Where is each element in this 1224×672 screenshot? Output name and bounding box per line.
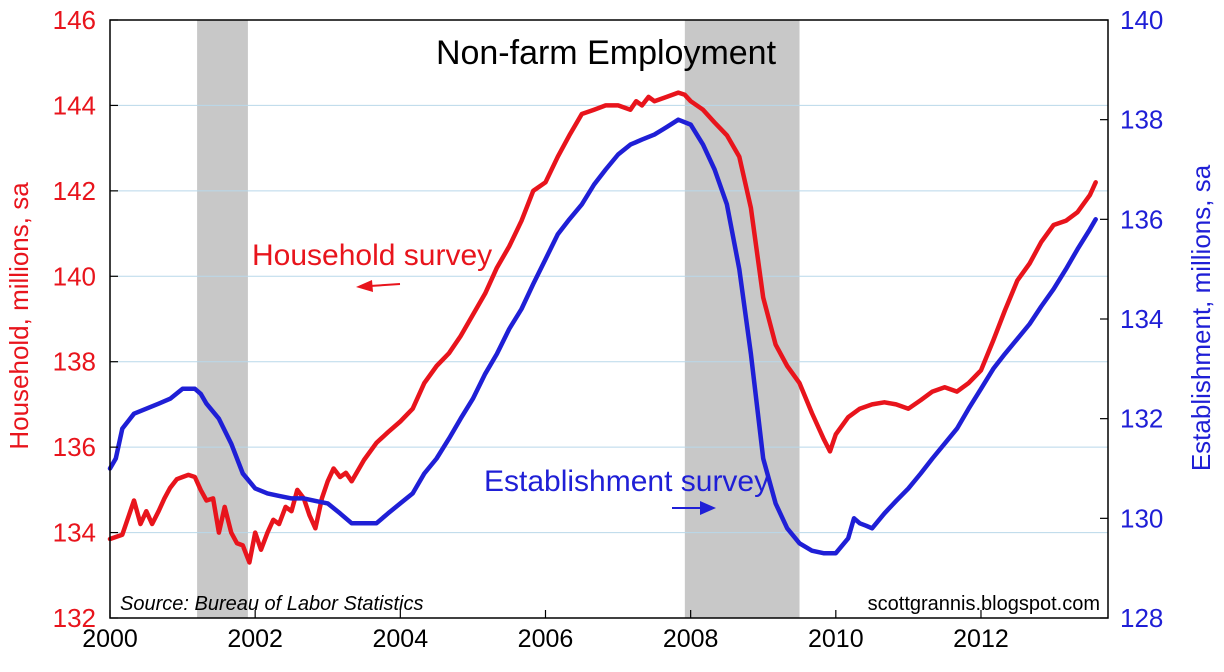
left-axis-label: Household, millions, sa	[4, 182, 34, 450]
x-tick-label: 2010	[808, 625, 864, 653]
left-tick-label: 138	[53, 347, 96, 377]
x-tick-label: 2000	[82, 625, 138, 653]
x-tick-label: 2006	[518, 625, 574, 653]
right-axis-label: Establishment, millions, sa	[1186, 164, 1216, 471]
credit-note: scottgrannis.blogspot.com	[868, 593, 1100, 615]
x-tick-label: 2002	[227, 625, 283, 653]
source-note: Source: Bureau of Labor Statistics	[120, 593, 424, 615]
establishment-annotation: Establishment survey	[484, 465, 769, 498]
left-tick-label: 142	[53, 176, 96, 206]
left-tick-label: 132	[53, 603, 96, 633]
right-tick-label: 130	[1120, 503, 1163, 533]
left-tick-label: 146	[53, 5, 96, 35]
right-tick-label: 132	[1120, 404, 1163, 434]
left-tick-label: 136	[53, 432, 96, 462]
establishment-series-line	[107, 117, 1098, 556]
chart-title: Non-farm Employment	[436, 34, 777, 72]
left-tick-label: 140	[53, 261, 96, 291]
right-tick-label: 138	[1120, 105, 1163, 135]
household-series-line	[107, 90, 1098, 565]
right-tick-label: 136	[1120, 204, 1163, 234]
establishment-arrow	[672, 501, 716, 515]
left-tick-label: 144	[53, 90, 96, 120]
right-tick-label: 128	[1120, 603, 1163, 633]
x-tick-label: 2004	[373, 625, 429, 653]
household-annotation: Household survey	[252, 239, 492, 272]
recession-band	[197, 20, 248, 618]
left-tick-label: 134	[53, 518, 96, 548]
household-arrow	[356, 280, 401, 292]
x-tick-label: 2012	[953, 625, 1009, 653]
left-axis-ticks: 132 134 136 138 140 142 144 146	[53, 5, 118, 633]
plot-frame	[109, 19, 1109, 619]
recession-shading	[197, 20, 800, 618]
x-tick-label: 2008	[663, 625, 719, 653]
series-lines	[107, 90, 1098, 565]
x-axis-ticks: 2000 2002 2004 2006 2008 2010 2012	[82, 610, 1009, 653]
right-tick-label: 134	[1120, 304, 1163, 334]
right-tick-label: 140	[1120, 5, 1163, 35]
right-axis-ticks: 128 130 132 134 136 138 140	[1100, 5, 1163, 633]
